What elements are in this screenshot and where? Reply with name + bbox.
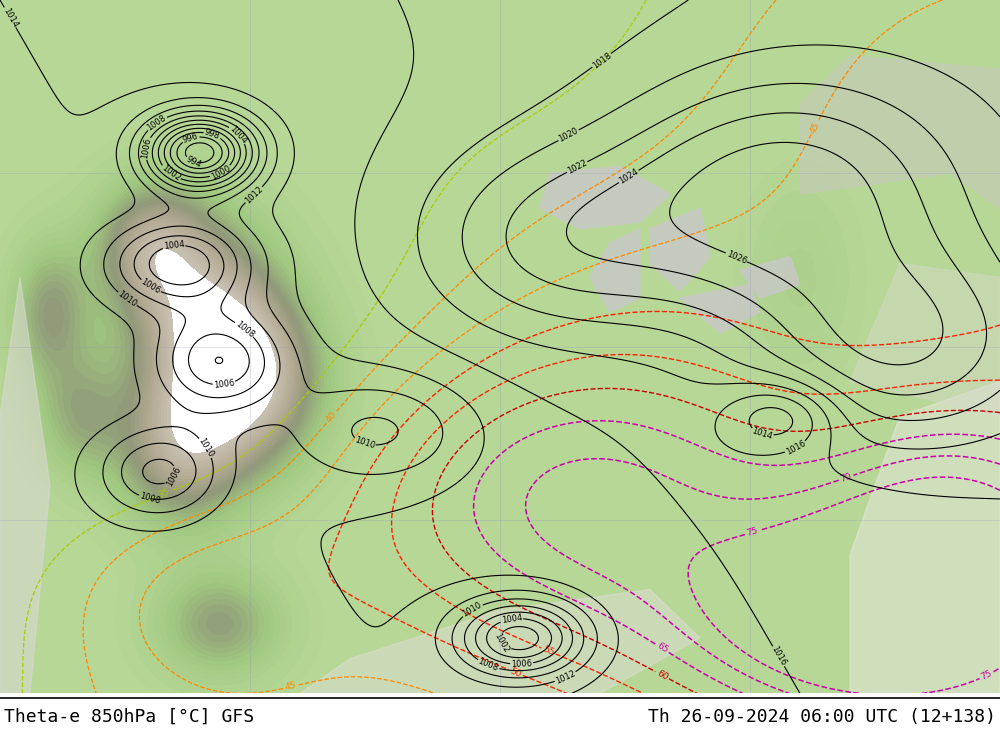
Text: 1014: 1014 — [1, 6, 19, 29]
Polygon shape — [300, 589, 700, 693]
Text: 70: 70 — [839, 471, 853, 484]
Text: 1008: 1008 — [139, 491, 161, 506]
Polygon shape — [680, 284, 760, 333]
Text: 1000: 1000 — [209, 163, 232, 182]
Text: 1014: 1014 — [751, 427, 774, 441]
Text: Th 26-09-2024 06:00 UTC (12+138): Th 26-09-2024 06:00 UTC (12+138) — [648, 708, 996, 726]
Text: 1010: 1010 — [116, 290, 138, 309]
Text: 55: 55 — [541, 644, 556, 658]
Text: 40: 40 — [324, 410, 338, 424]
Text: 1008: 1008 — [477, 657, 500, 674]
Text: 1006: 1006 — [213, 379, 235, 391]
Text: 1012: 1012 — [554, 668, 577, 685]
Text: 1022: 1022 — [566, 158, 588, 176]
Text: 1002: 1002 — [493, 631, 511, 654]
Text: 1008: 1008 — [146, 113, 168, 133]
Text: 1006: 1006 — [165, 465, 183, 488]
Text: 1012: 1012 — [243, 184, 265, 205]
Text: 75: 75 — [746, 526, 759, 538]
Text: 45: 45 — [808, 120, 821, 135]
Text: 1008: 1008 — [233, 320, 256, 339]
Polygon shape — [590, 229, 640, 312]
Text: 1006: 1006 — [140, 137, 152, 160]
Text: Theta-e 850hPa [°C] GFS: Theta-e 850hPa [°C] GFS — [4, 708, 254, 726]
Text: 994: 994 — [185, 155, 203, 169]
Text: 1016: 1016 — [769, 645, 788, 668]
Text: 1018: 1018 — [590, 51, 613, 70]
Polygon shape — [800, 56, 1000, 208]
Polygon shape — [540, 166, 670, 229]
Text: 35: 35 — [157, 487, 171, 500]
Text: 1024: 1024 — [617, 167, 640, 186]
Text: 1016: 1016 — [784, 438, 807, 457]
Text: 1010: 1010 — [197, 436, 216, 459]
Text: 1004: 1004 — [163, 240, 185, 251]
Polygon shape — [850, 381, 1000, 693]
Text: 1020: 1020 — [557, 126, 580, 144]
Polygon shape — [850, 263, 1000, 416]
Text: 1004: 1004 — [228, 124, 249, 145]
Text: 1006: 1006 — [139, 277, 162, 296]
Text: 1010: 1010 — [353, 435, 376, 451]
Text: 75: 75 — [979, 668, 994, 682]
Text: 1006: 1006 — [511, 659, 532, 669]
Text: 50: 50 — [509, 666, 523, 679]
Text: 996: 996 — [182, 132, 200, 145]
Text: 1010: 1010 — [461, 601, 484, 619]
Text: 60: 60 — [655, 668, 669, 682]
Text: 998: 998 — [203, 128, 221, 141]
Text: 45: 45 — [284, 681, 298, 693]
Text: 1026: 1026 — [725, 249, 748, 265]
Text: 1002: 1002 — [159, 163, 182, 183]
Polygon shape — [650, 208, 710, 291]
Text: 1004: 1004 — [501, 614, 523, 625]
Polygon shape — [0, 277, 50, 693]
Text: 65: 65 — [655, 641, 669, 655]
Polygon shape — [740, 257, 800, 298]
